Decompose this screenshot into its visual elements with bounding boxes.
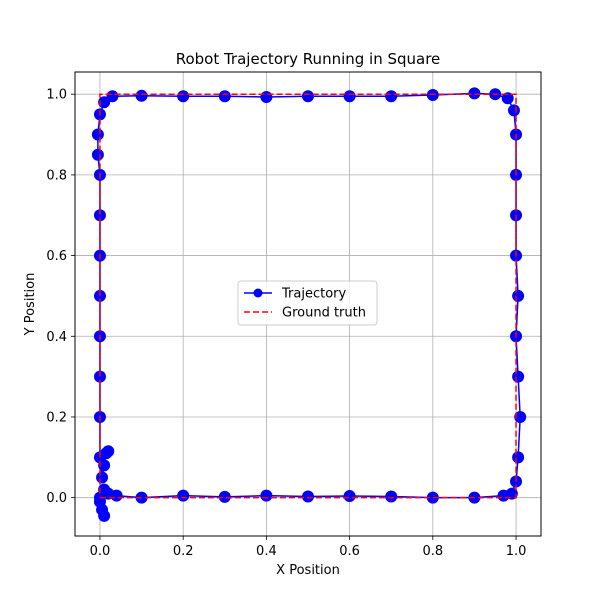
legend-trajectory-label: Trajectory [281, 287, 346, 302]
trajectory-point [343, 90, 356, 103]
ground-truth-line [99, 93, 517, 499]
y-tick-label: 0.4 [46, 330, 67, 345]
trajectory-point [98, 459, 111, 472]
y-tick-label: 0.8 [46, 168, 67, 183]
trajectory-point [514, 410, 527, 423]
y-tick-label: 0.6 [46, 249, 67, 264]
x-tick-label: 0.2 [173, 544, 194, 559]
trajectory-point [385, 490, 398, 503]
legend: Trajectory Ground truth [237, 280, 378, 326]
chart-title: Robot Trajectory Running in Square [176, 50, 441, 68]
x-axis-label: X Position [276, 563, 340, 578]
trajectory-point [468, 87, 481, 100]
trajectory-point [260, 489, 273, 502]
trajectory-point [98, 96, 111, 109]
x-tick-label: 0.6 [339, 544, 360, 559]
x-tick-label: 0.4 [256, 544, 277, 559]
legend-ground-truth-label: Ground truth [282, 306, 366, 321]
trajectory-point [512, 451, 525, 464]
y-tick-label: 0.0 [46, 491, 67, 506]
trajectory-point [260, 91, 273, 104]
trajectory-point [91, 148, 104, 161]
x-tick-label: 0.8 [422, 544, 443, 559]
y-axis-label: Y Position [23, 273, 38, 337]
trajectory-point [302, 90, 314, 103]
trajectory-point [505, 487, 518, 500]
legend-trajectory-marker [253, 288, 263, 298]
trajectory-point [96, 471, 109, 484]
series-group [91, 87, 527, 522]
trajectory-point [93, 209, 106, 222]
trajectory-point [177, 489, 190, 502]
trajectory-point [135, 89, 148, 102]
legend-box [237, 280, 378, 326]
trajectory-point [507, 104, 520, 117]
trajectory-point [91, 128, 104, 141]
trajectory-point [106, 90, 119, 103]
trajectory-point [102, 445, 115, 458]
x-tick-label: 0.0 [90, 544, 111, 559]
trajectory-point [93, 289, 106, 302]
trajectory-point [218, 90, 231, 103]
x-tick-label: 1.0 [506, 544, 527, 559]
trajectory-point [177, 90, 190, 103]
trajectory-point [512, 370, 525, 383]
trajectory-point [218, 490, 231, 503]
y-tick-label: 1.0 [46, 88, 67, 103]
trajectory-point [426, 88, 439, 101]
trajectory-point [93, 370, 106, 383]
axis-ticks: 0.0 0.2 0.4 0.6 0.8 1.0 0.0 0.2 0.4 0.6 0.8 1.0 [46, 88, 526, 559]
trajectory-point [512, 289, 525, 302]
trajectory-point [501, 92, 514, 105]
trajectory-point [110, 489, 123, 502]
y-tick-label: 0.2 [46, 410, 67, 425]
trajectory-point [343, 490, 356, 503]
axes-frame [74, 71, 542, 537]
trajectory-point [302, 490, 314, 503]
trajectory-point [385, 90, 398, 103]
trajectory-point [426, 491, 439, 504]
